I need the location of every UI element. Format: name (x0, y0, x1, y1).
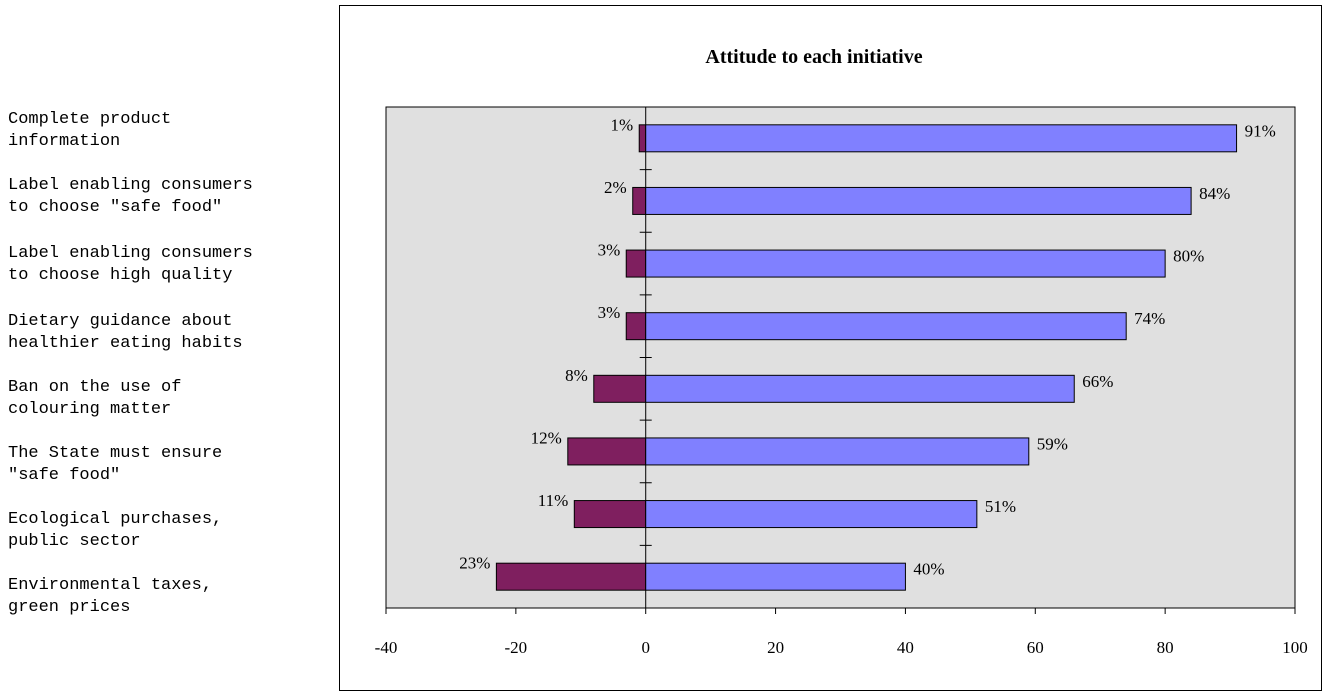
bar-positive (645, 186, 1192, 215)
x-tick-label: -20 (505, 638, 528, 657)
data-label-positive: 91% (1245, 121, 1276, 140)
chart-title: Attitude to each initiative (705, 46, 922, 68)
data-label-negative: 11% (538, 491, 569, 510)
data-label-negative: 1% (611, 115, 634, 134)
data-label-positive: 80% (1173, 247, 1204, 266)
bar-negative (495, 562, 647, 591)
bar-negative (573, 500, 647, 529)
bar-negative (632, 186, 647, 215)
data-label-positive: 51% (985, 497, 1016, 516)
bar-negative (567, 437, 647, 466)
bar-positive (645, 500, 978, 529)
data-label-negative: 2% (604, 178, 627, 197)
category-label: Ecological purchases, public sector (8, 510, 223, 551)
category-labels: Complete product information Label enabl… (0, 0, 340, 693)
bar-negative (638, 124, 647, 153)
data-label-negative: 3% (598, 303, 621, 322)
data-label-negative: 12% (531, 428, 562, 447)
category-label: Environmental taxes, green prices (8, 576, 213, 617)
data-label-positive: 74% (1134, 309, 1165, 328)
data-label-positive: 59% (1037, 434, 1068, 453)
data-label-positive: 84% (1199, 184, 1230, 203)
bar-positive (645, 124, 1238, 153)
x-tick-label: 40 (897, 638, 914, 657)
x-tick-label: -40 (375, 638, 398, 657)
bar-positive (645, 562, 906, 591)
category-label: The State must ensure "safe food" (8, 444, 223, 485)
x-tick-label: 60 (1027, 638, 1044, 657)
category-label: Dietary guidance about healthier eating … (8, 312, 243, 353)
category-label: Label enabling consumers to choose "safe… (8, 176, 253, 217)
x-tick-label: 80 (1157, 638, 1174, 657)
bar-positive (645, 374, 1075, 403)
x-tick-label: 20 (767, 638, 784, 657)
bar-positive (645, 249, 1166, 278)
bar-negative (593, 374, 647, 403)
bar-positive (645, 437, 1030, 466)
bars (495, 124, 1238, 591)
value-labels: 1% 91% 2% 84% 3% 80% 3% 74% 8% 66% 12% 59% 11% 51% 23%… (459, 115, 1276, 578)
plot-area (385, 106, 1296, 609)
bar-negative (625, 249, 647, 278)
data-label-positive: 40% (913, 560, 944, 579)
bar-negative (625, 312, 647, 341)
data-label-positive: 66% (1082, 372, 1113, 391)
x-tick-label: 100 (1282, 638, 1308, 657)
category-label: Ban on the use of colouring matter (8, 378, 182, 419)
category-label: Label enabling consumers to choose high … (8, 244, 253, 285)
data-label-negative: 3% (598, 241, 621, 260)
x-tick-label: 0 (641, 638, 650, 657)
data-label-negative: 8% (565, 366, 588, 385)
bar-positive (645, 312, 1127, 341)
category-label: Complete product information (8, 110, 172, 151)
data-label-negative: 23% (459, 554, 490, 573)
